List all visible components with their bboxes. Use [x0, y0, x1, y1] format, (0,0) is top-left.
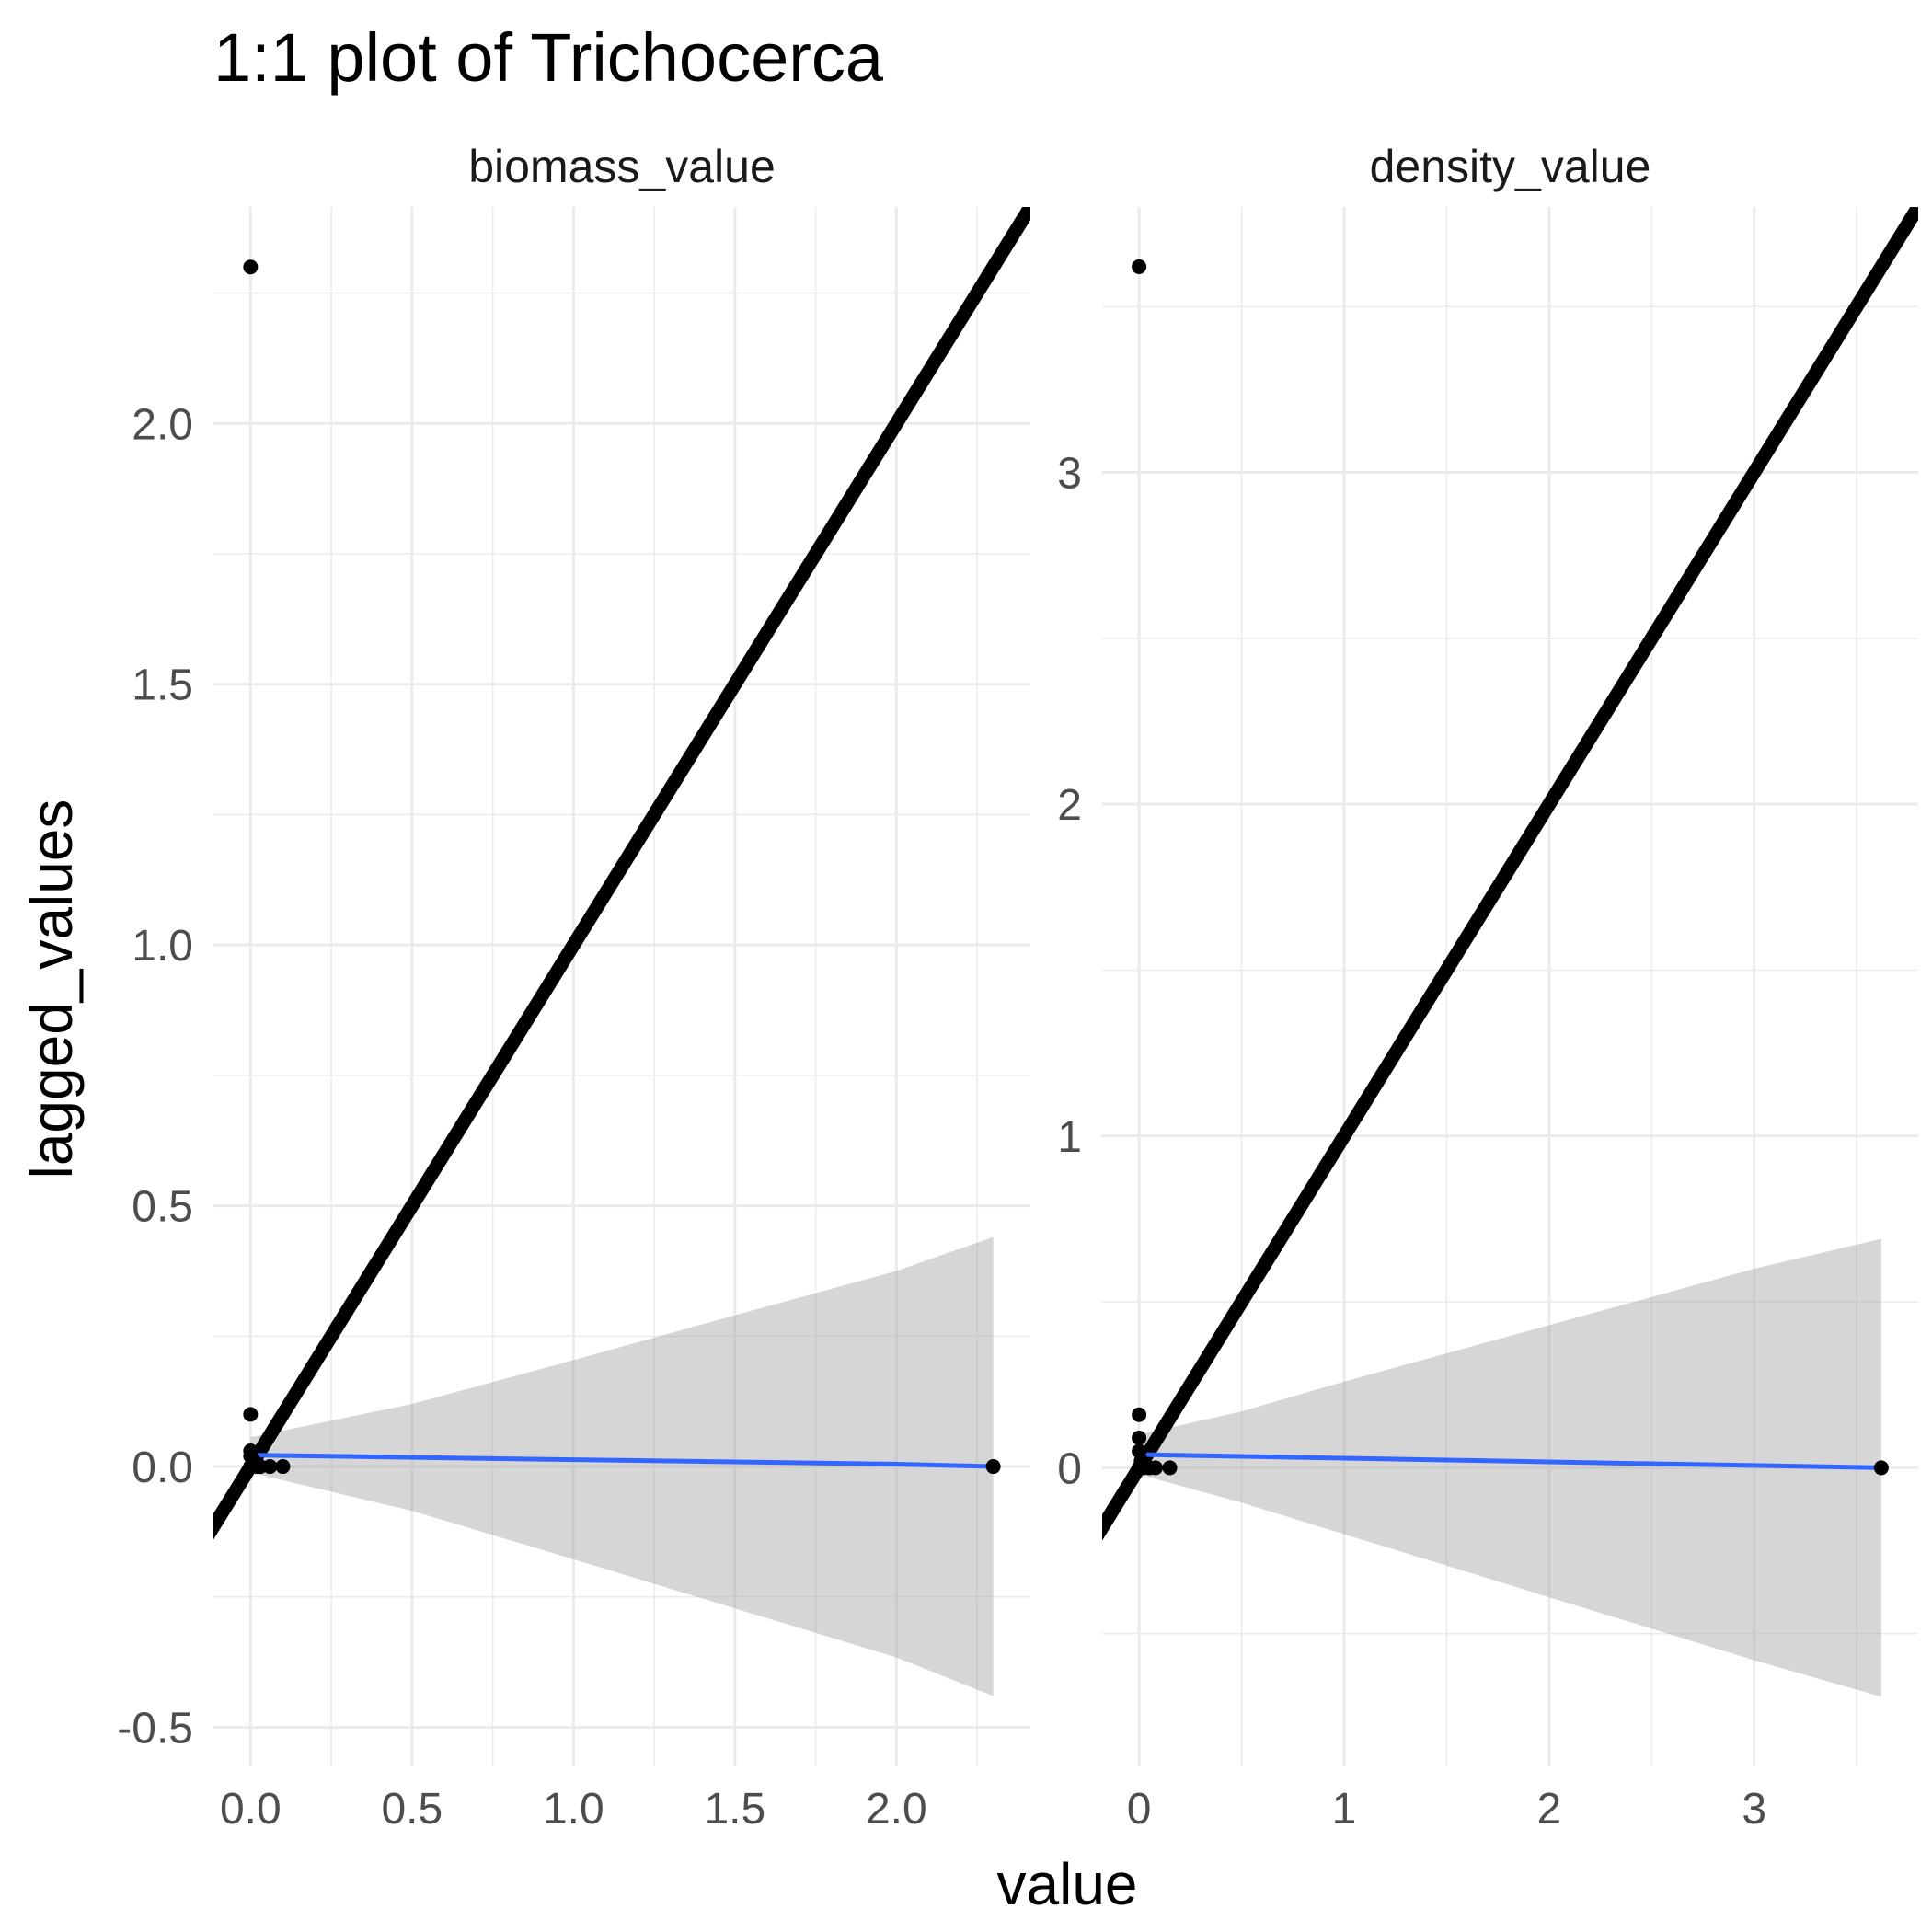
plot-area — [1102, 207, 1918, 1697]
fit-line — [250, 1453, 994, 1469]
y-axis-title: lagged_values — [18, 799, 85, 1179]
y-tick-label: 0.0 — [132, 1443, 193, 1492]
x-tick-label: 2.0 — [866, 1785, 927, 1834]
data-point — [985, 1459, 1001, 1475]
x-tick-label: 3 — [1742, 1785, 1766, 1834]
facet-strip-label: biomass_value — [468, 141, 776, 192]
data-point — [275, 1459, 291, 1475]
x-axis-title: value — [997, 1851, 1138, 1917]
y-tick-label: 3 — [1057, 450, 1082, 499]
y-tick-label: 1.0 — [132, 922, 193, 971]
y-tick-label: -0.5 — [117, 1704, 193, 1753]
data-point — [243, 1459, 259, 1475]
x-tick-label: 2 — [1536, 1785, 1561, 1834]
data-point — [262, 1459, 278, 1475]
confidence-ribbon — [250, 1236, 994, 1696]
y-tick-label: 2.0 — [132, 400, 193, 449]
facet-strip-label: density_value — [1370, 141, 1651, 192]
data-point — [1132, 1430, 1147, 1445]
data-point — [1132, 1460, 1147, 1476]
x-tick-label: 1.5 — [704, 1785, 765, 1834]
y-tick-label: 0 — [1057, 1444, 1082, 1493]
plot-area — [213, 207, 1030, 1696]
x-tick-label: 0.5 — [381, 1785, 443, 1834]
data-point — [1147, 1460, 1163, 1476]
x-tick-label: 1 — [1332, 1785, 1357, 1834]
fit-line — [1139, 1452, 1881, 1470]
x-tick-label: 1.0 — [543, 1785, 604, 1834]
confidence-ribbon — [1139, 1238, 1881, 1697]
data-point — [243, 259, 259, 275]
y-tick-label: 2 — [1057, 781, 1082, 830]
data-point — [1132, 1407, 1147, 1422]
panel-biomass: 0.0 0.5 1.0 1.5 2.0 -0.5 0.0 0.5 1.0 1.5 2.0 biomas… — [117, 141, 1030, 1834]
panel-density: 0 1 2 3 0 1 2 3 density_value — [1057, 141, 1918, 1834]
one-to-one-line — [1102, 207, 1918, 1541]
data-point — [243, 1407, 259, 1422]
one-to-one-line — [213, 207, 1030, 1540]
y-tick-label: 1.5 — [132, 661, 193, 710]
x-tick-label: 0 — [1127, 1785, 1152, 1834]
y-tick-label: 1 — [1057, 1113, 1082, 1162]
data-point — [1162, 1460, 1178, 1476]
chart-title: 1:1 plot of Trichocerca — [213, 19, 884, 96]
data-point — [1873, 1460, 1889, 1476]
data-point — [1132, 259, 1147, 274]
y-tick-label: 0.5 — [132, 1183, 193, 1232]
x-tick-label: 0.0 — [220, 1785, 282, 1834]
